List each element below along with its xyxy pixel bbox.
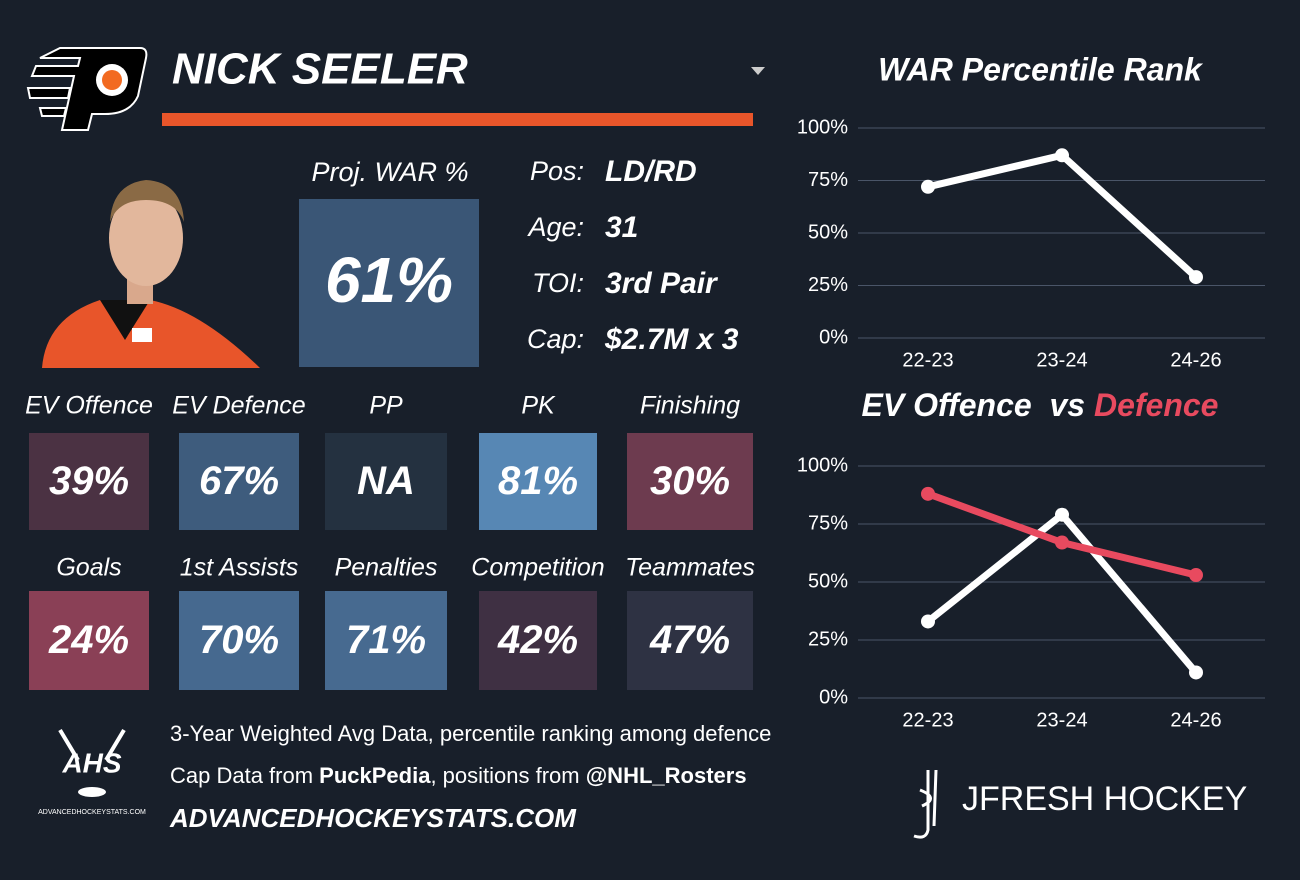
tile-value: 39%	[49, 459, 129, 503]
tile-label: PK	[521, 392, 556, 420]
x-tick-label: 22-23	[902, 709, 953, 731]
x-tick-label: 24-26	[1170, 709, 1221, 731]
chart-title: WAR Percentile Rank	[878, 51, 1204, 87]
player-photo	[42, 180, 260, 368]
ahs-logo-site: ADVANCEDHOCKEYSTATS.COM	[38, 809, 146, 816]
brand-text: JFRESH HOCKEY	[962, 780, 1247, 818]
bio-label: TOI:	[532, 268, 584, 298]
legend-entry: Defence	[1094, 387, 1219, 423]
point	[1189, 270, 1203, 285]
tile-label: EV Defence	[172, 392, 305, 420]
bio-value: $2.7M x 3	[604, 323, 739, 356]
point	[921, 614, 935, 629]
stat-tile	[179, 591, 299, 690]
point	[1055, 535, 1069, 550]
ahs-logo-text: AHS	[61, 747, 121, 778]
proj-war-value: 61%	[325, 244, 453, 316]
point	[1055, 148, 1069, 163]
bio-label: Age:	[526, 212, 584, 242]
footer-link[interactable]: @NHL_Rosters	[586, 763, 747, 788]
proj-war-label: Proj. WAR %	[311, 157, 468, 187]
y-tick-label: 100%	[797, 454, 848, 476]
team-logo	[26, 47, 148, 131]
ahs-logo: AHS ADVANCEDHOCKEYSTATS.COM	[38, 728, 146, 816]
y-tick-label: 0%	[819, 326, 848, 348]
y-tick-label: 25%	[808, 274, 848, 296]
y-tick-label: 75%	[808, 512, 848, 534]
tile-value: 81%	[498, 459, 578, 503]
tile-label: Penalties	[335, 554, 438, 582]
tile-value: 47%	[649, 618, 730, 662]
footer-text: Cap Data from	[170, 763, 319, 788]
footer-line-2: Cap Data from PuckPedia, positions from …	[170, 763, 747, 788]
tile-value: 30%	[650, 459, 730, 503]
chart-title: EV Offence vs Defence	[862, 387, 1219, 423]
point	[921, 486, 935, 501]
dropdown-arrow[interactable]	[751, 67, 765, 75]
stat-tile	[29, 433, 149, 530]
stat-tile	[627, 433, 753, 530]
title-connector: vs	[1041, 387, 1094, 423]
bio-value: LD/RD	[605, 155, 697, 188]
brand-logo: JFRESH HOCKEY	[913, 769, 1247, 839]
legend-entry: EV Offence	[862, 387, 1041, 423]
stat-tile	[627, 591, 753, 690]
tile-label: Finishing	[640, 392, 740, 420]
footer-line-1: 3-Year Weighted Avg Data, percentile ran…	[170, 721, 771, 746]
tile-label: Competition	[471, 554, 604, 582]
stat-tile	[479, 433, 597, 530]
stat-tile	[479, 591, 597, 690]
tile-label: 1st Assists	[180, 554, 299, 582]
stat-tile	[325, 591, 447, 690]
stat-tile	[179, 433, 299, 530]
bio-label: Pos:	[530, 156, 584, 186]
y-tick-label: 50%	[808, 221, 848, 243]
player-name: NICK SEELER	[172, 45, 468, 94]
tile-value: 24%	[48, 618, 129, 662]
stat-tile	[325, 433, 447, 530]
bio-label: Cap:	[527, 324, 584, 354]
y-tick-label: 0%	[819, 686, 848, 708]
bio-value: 31	[605, 211, 638, 244]
y-tick-label: 25%	[808, 628, 848, 650]
point	[1189, 665, 1203, 680]
y-tick-label: 100%	[797, 116, 848, 138]
y-tick-label: 75%	[808, 169, 848, 191]
tile-value: 67%	[199, 459, 279, 503]
footer-site[interactable]: ADVANCEDHOCKEYSTATS.COM	[169, 803, 577, 833]
point	[1189, 568, 1203, 583]
tile-value: 42%	[497, 618, 578, 662]
x-tick-label: 23-24	[1036, 709, 1087, 731]
y-tick-label: 50%	[808, 570, 848, 592]
name-underline	[162, 113, 753, 126]
tile-label: PP	[369, 392, 403, 420]
tile-value: 71%	[346, 618, 426, 662]
proj-war-tile	[299, 199, 479, 367]
bio-value: 3rd Pair	[605, 267, 719, 300]
tile-label: EV Offence	[25, 392, 153, 420]
footer-text: , positions from	[430, 763, 585, 788]
tile-value: NA	[357, 459, 415, 503]
x-tick-label: 23-24	[1036, 349, 1087, 371]
tile-value: 70%	[199, 618, 279, 662]
point	[1055, 507, 1069, 522]
x-tick-label: 22-23	[902, 349, 953, 371]
x-tick-label: 24-26	[1170, 349, 1221, 371]
stat-tile	[29, 591, 149, 690]
tile-label: Teammates	[625, 554, 755, 582]
footer-link[interactable]: PuckPedia	[319, 763, 431, 788]
point	[921, 179, 935, 194]
tile-label: Goals	[56, 554, 121, 582]
